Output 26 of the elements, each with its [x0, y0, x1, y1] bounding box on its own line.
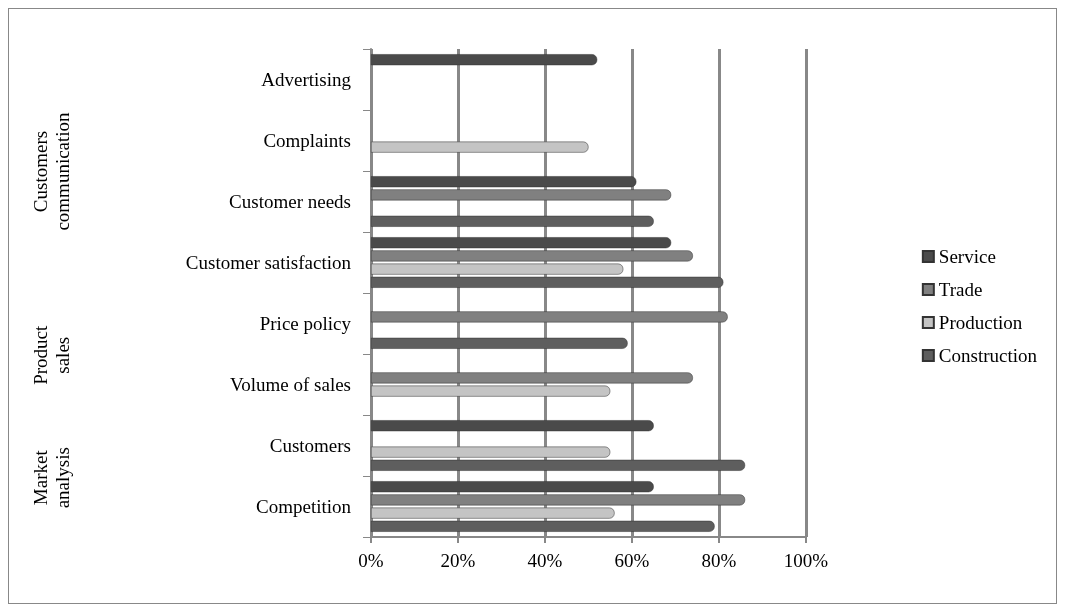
- y-tick-label: Customers: [269, 435, 351, 456]
- bar: [371, 141, 589, 153]
- x-tick-label: 100%: [783, 550, 829, 571]
- text: Market analysis: [29, 447, 73, 509]
- y-tick-label: Customer needs: [229, 191, 351, 212]
- x-tick-label: 0%: [358, 550, 384, 571]
- legend-label: Production: [938, 312, 1023, 333]
- x-tick-label: 80%: [701, 550, 737, 571]
- text: Customers communication: [29, 111, 73, 231]
- legend-label: Trade: [938, 279, 983, 300]
- y-tick-label: Complaints: [263, 130, 351, 151]
- bar: [371, 215, 654, 227]
- text: Product sales: [29, 324, 73, 385]
- x-tick-label: 40%: [527, 550, 563, 571]
- y-tick-label: Price policy: [259, 313, 352, 334]
- y-tick-label: Customer satisfaction: [185, 252, 352, 273]
- y-tick-label: Volume of sales: [229, 374, 351, 395]
- bar: [371, 54, 598, 66]
- x-tick-label: 20%: [440, 550, 476, 571]
- y-tick-label: Competition: [256, 496, 352, 517]
- y-tick-label: Advertising: [261, 69, 352, 90]
- bar: [371, 420, 654, 432]
- legend-label: Service: [938, 246, 996, 267]
- x-tick-label: 60%: [614, 550, 650, 571]
- bar: [371, 337, 628, 349]
- legend-label: Construction: [938, 345, 1038, 366]
